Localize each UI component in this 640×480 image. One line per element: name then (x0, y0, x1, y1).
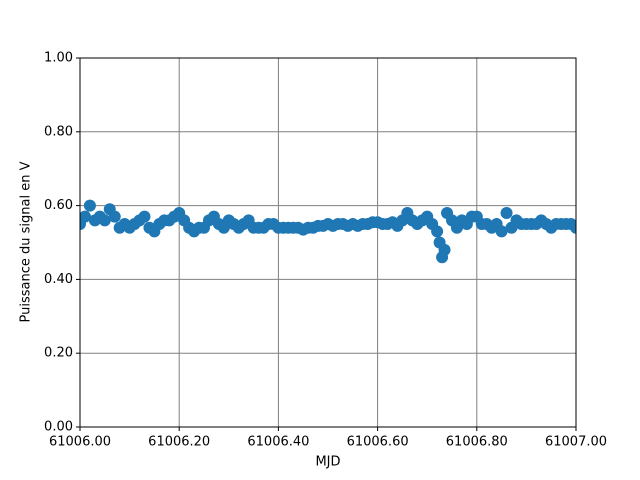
x-tick-label: 61006.60 (347, 435, 409, 450)
point (438, 243, 451, 256)
x-tick-label: 61006.80 (446, 435, 508, 450)
point (83, 199, 96, 212)
point (98, 214, 111, 227)
point (138, 210, 151, 223)
point (500, 206, 513, 219)
x-tick-label: 61006.40 (247, 435, 309, 450)
x-axis-label: MJD (315, 455, 340, 470)
axes-frame (79, 57, 577, 428)
y-tick-label: 0.20 (44, 346, 73, 361)
point (80, 210, 91, 223)
x-tick-label: 61006.20 (148, 435, 210, 450)
points (80, 199, 576, 264)
point (108, 210, 121, 223)
y-tick-label: 0.00 (44, 420, 73, 435)
x-tick-label: 61006.00 (49, 435, 111, 450)
point (570, 221, 576, 234)
y-tick-label: 1.00 (44, 51, 73, 66)
x-tick-label: 61007.00 (545, 435, 607, 450)
y-tick-label: 0.40 (44, 272, 73, 287)
y-tick-label: 0.80 (44, 124, 73, 139)
y-tick-label: 0.60 (44, 198, 73, 213)
y-axis-label: Puissance du signal en V (19, 161, 34, 322)
point (431, 225, 444, 238)
grid (79, 57, 577, 428)
point (495, 225, 508, 238)
